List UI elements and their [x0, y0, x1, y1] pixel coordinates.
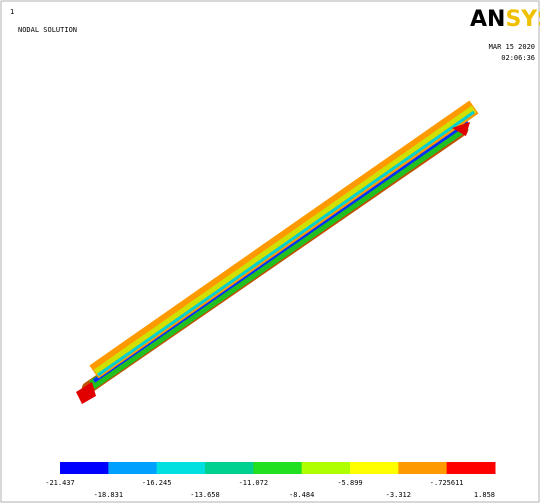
window-index: 1: [10, 8, 14, 16]
legend-label: -18.831: [94, 491, 124, 499]
ansys-window: 1 NODAL SOLUTION ANSYS MAR 15 2020 02:06…: [0, 0, 540, 503]
date: MAR 15 2020: [489, 43, 535, 51]
logo-an: AN: [470, 7, 505, 32]
legend-label: 1.858: [474, 491, 495, 499]
legend-label: -.725611: [430, 479, 464, 487]
legend-label: -5.899: [337, 479, 362, 487]
plot-title: NODAL SOLUTION: [18, 26, 77, 34]
time: 02:06:36: [501, 54, 535, 62]
legend-band: [205, 462, 254, 474]
logo: ANSYS: [470, 7, 540, 32]
legend-band: [398, 462, 447, 474]
legend-band: [350, 462, 399, 474]
legend-label: -21.437: [45, 479, 75, 487]
legend-label: -16.245: [142, 479, 172, 487]
legend-band: [157, 462, 206, 474]
legend-label: -3.312: [386, 491, 411, 499]
legend-label: -13.658: [190, 491, 220, 499]
logo-sys: SYS: [505, 7, 540, 32]
legend-label: -11.072: [239, 479, 269, 487]
legend-band: [447, 462, 496, 474]
legend-band: [302, 462, 351, 474]
legend-band: [60, 462, 109, 474]
legend-label: -8.484: [289, 491, 314, 499]
legend-band: [253, 462, 302, 474]
legend-band: [108, 462, 157, 474]
